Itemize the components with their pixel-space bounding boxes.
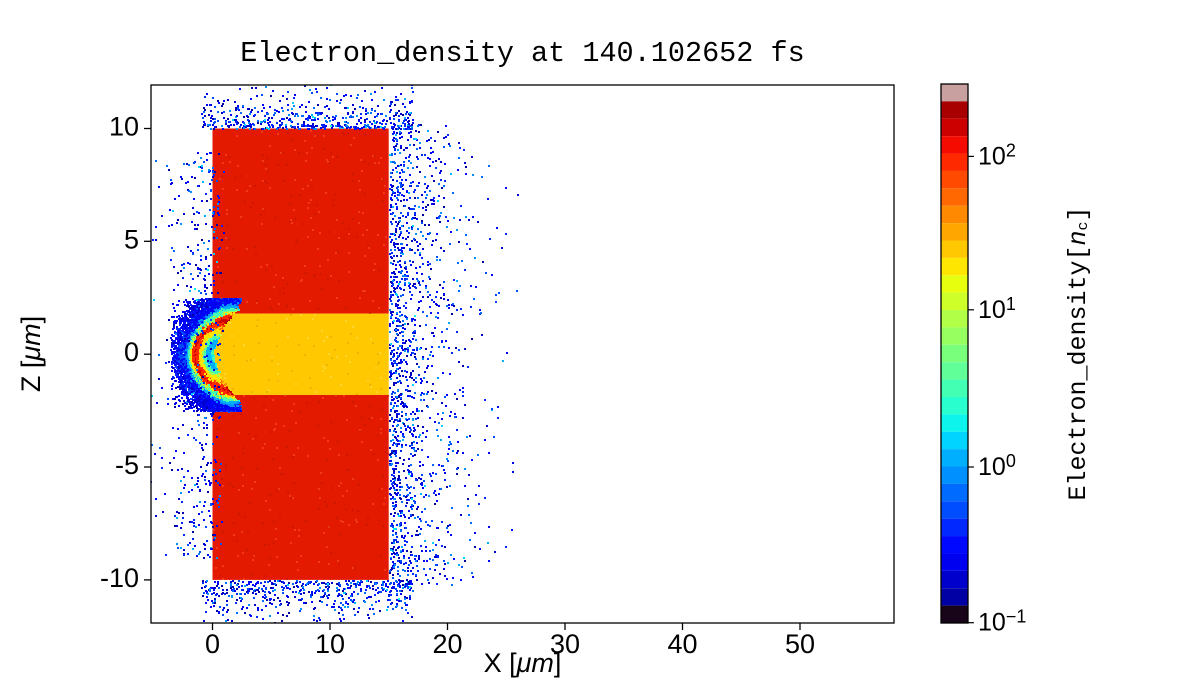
svg-text:Z [μm]: Z [μm]	[16, 316, 46, 392]
svg-text:-10: -10	[100, 563, 139, 593]
svg-text:20: 20	[432, 629, 462, 659]
svg-text:50: 50	[785, 629, 815, 659]
svg-text:Electron_density at 140.102652: Electron_density at 140.102652 fs	[240, 37, 804, 70]
svg-text:40: 40	[667, 629, 697, 659]
svg-text:Electron_density[nc]: Electron_density[nc]	[1064, 206, 1093, 500]
svg-text:10: 10	[315, 629, 345, 659]
svg-text:5: 5	[124, 224, 139, 254]
svg-text:-5: -5	[115, 450, 139, 480]
svg-text:10: 10	[109, 112, 139, 142]
svg-text:0: 0	[124, 337, 139, 367]
svg-text:X [μm]: X [μm]	[484, 648, 562, 678]
svg-text:0: 0	[205, 629, 220, 659]
